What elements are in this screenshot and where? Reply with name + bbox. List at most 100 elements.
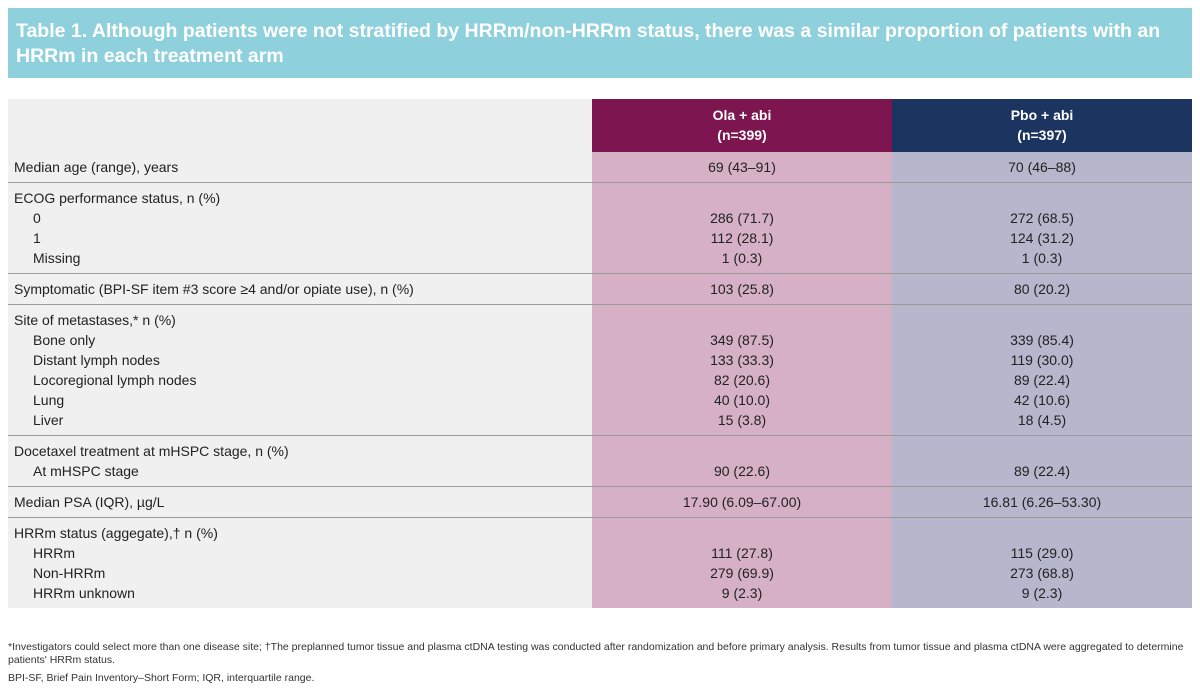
ola-value: 15 (3.8) [717,412,767,428]
pbo-value: 89 (22.4) [1013,463,1071,479]
table-row: Symptomatic (BPI-SF item #3 score ≥4 and… [8,273,1192,305]
pbo-value [892,310,1192,330]
ola-value: 82 (20.6) [713,372,771,388]
ola-value: 17.90 (6.09–67.00) [682,494,802,510]
pbo-value: 115 (29.0) [1010,545,1074,561]
table-row: HRRm status (aggegate),† n (%) HRRm Non-HR… [8,517,1192,608]
row-label-cell: Median age (range), years [8,152,592,183]
pbo-abi-value-cell: 70 (46–88) [892,152,1192,183]
pbo-value: 273 (68.8) [1010,565,1074,581]
ola-abi-n: (n=399) [717,126,767,143]
pbo-value: 119 (30.0) [1010,352,1074,368]
table-row: Site of metastases,* n (%) Bone only Dista… [8,304,1192,436]
row-label-cell: Symptomatic (BPI-SF item #3 score ≥4 and… [8,273,592,305]
row-label-cell: Median PSA (IQR), µg/L [8,486,592,518]
pbo-value [892,523,1192,543]
ola-value: 286 (71.7) [710,210,774,226]
row-label: Locoregional lymph nodes [33,372,197,388]
ola-value: 349 (87.5) [710,332,774,348]
ola-abi-value-cell: 17.90 (6.09–67.00) [592,486,892,518]
ola-value [592,188,892,208]
table-body: Median age (range), years 69 (43–91) 70 (4… [8,152,1192,608]
ola-abi-value-cell: 103 (25.8) [592,273,892,305]
ola-value: 90 (22.6) [713,463,771,479]
pbo-value: 42 (10.6) [1013,392,1071,408]
pbo-value [892,441,1192,461]
table-title: Table 1. Although patients were not stra… [16,20,1161,67]
row-label: HRRm [33,545,75,561]
pbo-value: 18 (4.5) [1017,412,1067,428]
pbo-value: 80 (20.2) [1013,281,1071,297]
row-label-cell: ECOG performance status, n (%) 0 1 Missing [8,182,592,274]
row-label: Symptomatic (BPI-SF item #3 score ≥4 and… [14,281,414,297]
pbo-value: 339 (85.4) [1010,332,1074,348]
row-label-cell: Docetaxel treatment at mHSPC stage, n (%… [8,435,592,487]
ola-value: 112 (28.1) [710,230,774,246]
pbo-abi-value-cell: 339 (85.4) 119 (30.0) 89 (22.4) 42 (10.6) 18… [892,304,1192,436]
ola-abi-name: Ola + abi [712,106,772,123]
pbo-abi-value-cell: 16.81 (6.26–53.30) [892,486,1192,518]
row-label: 1 [33,230,41,246]
row-label: Median age (range), years [14,159,179,175]
pbo-value [892,188,1192,208]
pbo-abi-n: (n=397) [1017,126,1067,143]
row-label: Lung [33,392,65,408]
ola-value: 133 (33.3) [710,352,774,368]
footnote-abbreviations: BPI-SF, Brief Pain Inventory–Short Form;… [8,672,315,684]
pbo-value: 70 (46–88) [1008,159,1076,175]
row-label: Non-HRRm [33,565,106,581]
row-label: Docetaxel treatment at mHSPC stage, n (%… [14,443,289,459]
title-banner: Table 1. Although patients were not stra… [8,8,1192,78]
row-label: Bone only [33,332,96,348]
table-row: Docetaxel treatment at mHSPC stage, n (%… [8,435,1192,487]
ola-abi-column-header: Ola + abi (n=399) [592,99,892,152]
baseline-characteristics-table: Ola + abi (n=399) Pbo + abi (n=397) Medi… [8,99,1192,608]
table-row: ECOG performance status, n (%) 0 1 Missing 2… [8,182,1192,274]
ola-value [592,310,892,330]
ola-abi-value-cell: 69 (43–91) [592,152,892,183]
pbo-value: 89 (22.4) [1013,372,1071,388]
footnote-main: *Investigators could select more than on… [8,641,1184,666]
pbo-value: 1 (0.3) [1021,250,1063,266]
pbo-value: 9 (2.3) [1021,585,1063,601]
pbo-abi-value-cell: 272 (68.5) 124 (31.2) 1 (0.3) [892,182,1192,274]
row-label: ECOG performance status, n (%) [14,190,221,206]
ola-abi-value-cell: 349 (87.5) 133 (33.3) 82 (20.6) 40 (10.0) 15… [592,304,892,436]
pbo-abi-column-header: Pbo + abi (n=397) [892,99,1192,152]
row-label: 0 [33,210,41,226]
row-label: Missing [33,250,81,266]
ola-value [592,441,892,461]
ola-value: 103 (25.8) [710,281,774,297]
row-label: Site of metastases,* n (%) [14,312,176,328]
table-row: Median age (range), years 69 (43–91) 70 (4… [8,152,1192,183]
pbo-abi-value-cell: 89 (22.4) [892,435,1192,487]
header-row: Ola + abi (n=399) Pbo + abi (n=397) [8,99,1192,152]
row-label: Median PSA (IQR), µg/L [14,494,165,510]
pbo-abi-value-cell: 80 (20.2) [892,273,1192,305]
pbo-value: 124 (31.2) [1010,230,1074,246]
ola-abi-value-cell: 286 (71.7) 112 (28.1) 1 (0.3) [592,182,892,274]
ola-abi-value-cell: 111 (27.8) 279 (69.9) 9 (2.3) [592,517,892,608]
row-label: Liver [33,412,64,428]
table-row: Median PSA (IQR), µg/L 17.90 (6.09–67.00)… [8,486,1192,518]
pbo-value: 16.81 (6.26–53.30) [982,494,1102,510]
ola-value: 111 (27.8) [711,545,773,561]
pbo-abi-value-cell: 115 (29.0) 273 (68.8) 9 (2.3) [892,517,1192,608]
row-label: HRRm unknown [33,585,135,601]
footnotes: *Investigators could select more than on… [8,641,1192,685]
ola-value [592,523,892,543]
pbo-value: 272 (68.5) [1010,210,1074,226]
pbo-abi-name: Pbo + abi [1010,106,1074,123]
header-blank-cell [8,99,592,152]
row-label-cell: HRRm status (aggegate),† n (%) HRRm Non-HR… [8,517,592,608]
ola-value: 1 (0.3) [721,250,763,266]
row-label-cell: Site of metastases,* n (%) Bone only Dista… [8,304,592,436]
row-label: At mHSPC stage [33,463,139,479]
ola-value: 279 (69.9) [710,565,774,581]
ola-abi-value-cell: 90 (22.6) [592,435,892,487]
ola-value: 69 (43–91) [708,159,776,175]
row-label: Distant lymph nodes [33,352,160,368]
ola-value: 40 (10.0) [713,392,771,408]
ola-value: 9 (2.3) [721,585,763,601]
row-label: HRRm status (aggegate),† n (%) [14,525,218,541]
